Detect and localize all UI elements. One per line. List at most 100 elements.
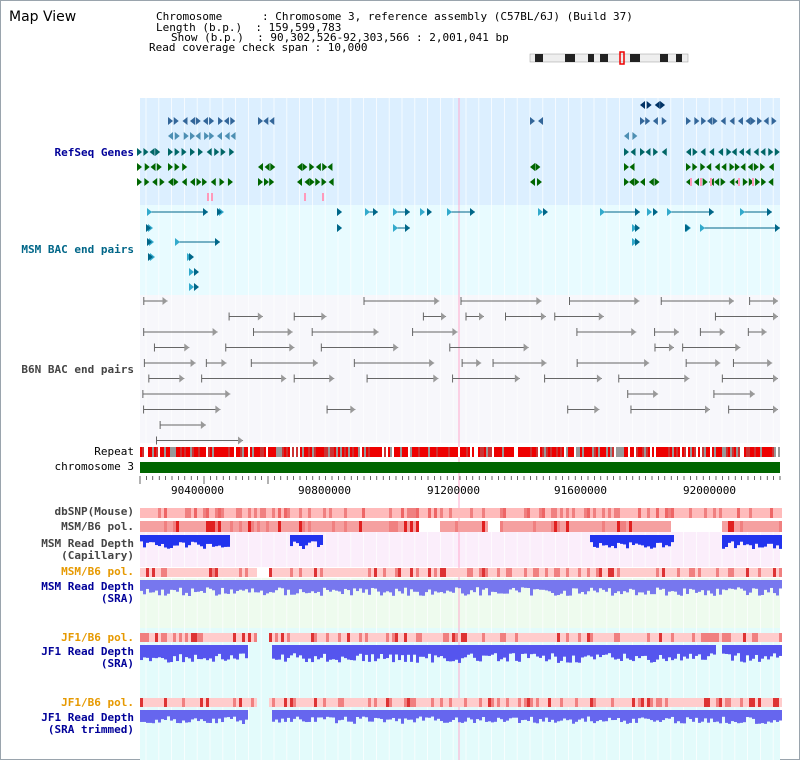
- repeat-block: [556, 447, 558, 457]
- bac-end-glyph: [767, 208, 772, 216]
- depth-bar: [200, 535, 203, 547]
- b6n-bac-label[interactable]: B6N BAC end pairs: [21, 363, 134, 376]
- polymorphism-cell: [191, 508, 194, 518]
- depth-bar: [224, 580, 227, 594]
- msm-bac-label[interactable]: MSM BAC end pairs: [21, 243, 134, 256]
- polymorphism-cell: [512, 698, 515, 707]
- depth-bar: [167, 645, 170, 663]
- polymorphism-cell: [419, 508, 422, 518]
- repeat-block: [760, 447, 762, 457]
- polymorphism-cell: [152, 521, 155, 532]
- repeat-block: [646, 447, 648, 457]
- polymorphism-cell: [287, 521, 290, 532]
- msm-b6-pol-sra-label[interactable]: MSM/B6 pol.: [61, 565, 134, 578]
- polymorphism-cell: [362, 568, 365, 577]
- depth-bar: [548, 645, 551, 660]
- polymorphism-cell: [293, 521, 296, 532]
- repeat-block: [342, 447, 344, 457]
- depth-bar: [770, 535, 773, 544]
- depth-bar: [725, 535, 728, 547]
- repeat-block: [694, 447, 696, 457]
- polymorphism-cell: [461, 698, 464, 707]
- depth-bar: [380, 580, 383, 596]
- depth-bar: [653, 535, 656, 548]
- repeat-block: [612, 447, 614, 457]
- polymorphism-cell: [620, 508, 623, 518]
- depth-bar: [413, 645, 416, 655]
- polymorphism-cell: [311, 521, 314, 532]
- depth-bar: [752, 535, 755, 549]
- polymorphism-cell: [188, 633, 191, 642]
- polymorphism-cell: [239, 568, 242, 577]
- polymorphism-cell: [731, 698, 734, 707]
- polymorphism-cell: [458, 698, 461, 707]
- depth-bar: [212, 645, 215, 662]
- depth-bar: [614, 710, 617, 720]
- repeat-block: [350, 447, 352, 457]
- gene-glyph: [209, 117, 215, 125]
- depth-bar: [692, 710, 695, 722]
- jf1-b6-pol-trimmed-label[interactable]: JF1/B6 pol.: [61, 696, 134, 709]
- depth-bar: [341, 645, 344, 657]
- polymorphism-cell: [203, 698, 206, 707]
- depth-bar: [740, 535, 743, 542]
- polymorphism-cell: [524, 508, 527, 518]
- depth-bar: [485, 580, 488, 589]
- repeat-block: [322, 447, 324, 457]
- jf1-read-depth-trimmed-label[interactable]: JF1 Read Depth: [41, 711, 134, 724]
- depth-bar: [524, 645, 527, 654]
- repeat-block: [340, 447, 342, 457]
- refseq-genes-label[interactable]: RefSeq Genes: [54, 146, 134, 159]
- polymorphism-cell: [245, 698, 248, 707]
- repeat-block: [482, 447, 484, 457]
- repeat-block: [644, 447, 646, 457]
- msm-read-depth-capillary-label[interactable]: MSM Read Depth: [41, 537, 134, 550]
- depth-bar: [545, 580, 548, 591]
- polymorphism-cell: [395, 521, 398, 532]
- depth-bar: [365, 645, 368, 655]
- depth-bar: [275, 710, 278, 720]
- polymorphism-cell: [251, 568, 254, 577]
- polymorphism-cell: [563, 508, 566, 518]
- depth-bar: [773, 580, 776, 594]
- depth-bar: [641, 535, 644, 546]
- b6n-end-glyph: [673, 328, 679, 336]
- depth-bar: [401, 645, 404, 656]
- polymorphism-cell: [602, 568, 605, 577]
- repeat-block: [276, 447, 278, 457]
- depth-bar: [710, 580, 713, 594]
- polymorphism-cell: [587, 521, 590, 532]
- repeat-block: [566, 447, 568, 457]
- polymorphism-cell: [668, 698, 671, 707]
- repeat-block: [666, 447, 668, 457]
- depth-bar: [338, 645, 341, 663]
- b6n-end-glyph: [761, 328, 767, 336]
- polymorphism-cell: [773, 698, 776, 707]
- msm-read-depth-sra-label[interactable]: MSM Read Depth: [41, 580, 134, 593]
- polymorphism-cell: [734, 698, 737, 707]
- dbsnp-label[interactable]: dbSNP(Mouse): [54, 505, 134, 518]
- repeat-block: [172, 447, 174, 457]
- gene-glyph: [624, 178, 629, 186]
- repeat-block: [384, 447, 386, 457]
- polymorphism-cell: [326, 521, 329, 532]
- polymorphism-cell: [194, 698, 197, 707]
- gene-glyph: [634, 178, 640, 186]
- depth-bar: [287, 580, 290, 590]
- b6n-end-glyph: [433, 374, 439, 383]
- polymorphism-cell: [719, 508, 722, 518]
- gene-glyph: [309, 178, 315, 186]
- bac-end-glyph: [175, 238, 180, 246]
- b6n-end-glyph: [238, 436, 244, 445]
- depth-bar: [356, 645, 359, 656]
- jf1-read-depth-sra-label[interactable]: JF1 Read Depth: [41, 645, 134, 658]
- repeat-block: [176, 447, 178, 457]
- jf1-b6-pol-label[interactable]: JF1/B6 pol.: [61, 631, 134, 644]
- polymorphism-cell: [482, 508, 485, 518]
- polymorphism-cell: [599, 698, 602, 707]
- gene-glyph: [204, 132, 210, 140]
- msm-b6-pol-label[interactable]: MSM/B6 pol.: [61, 520, 134, 533]
- depth-bar: [416, 645, 419, 663]
- refseq-mark: [700, 178, 702, 186]
- depth-bar: [731, 645, 734, 661]
